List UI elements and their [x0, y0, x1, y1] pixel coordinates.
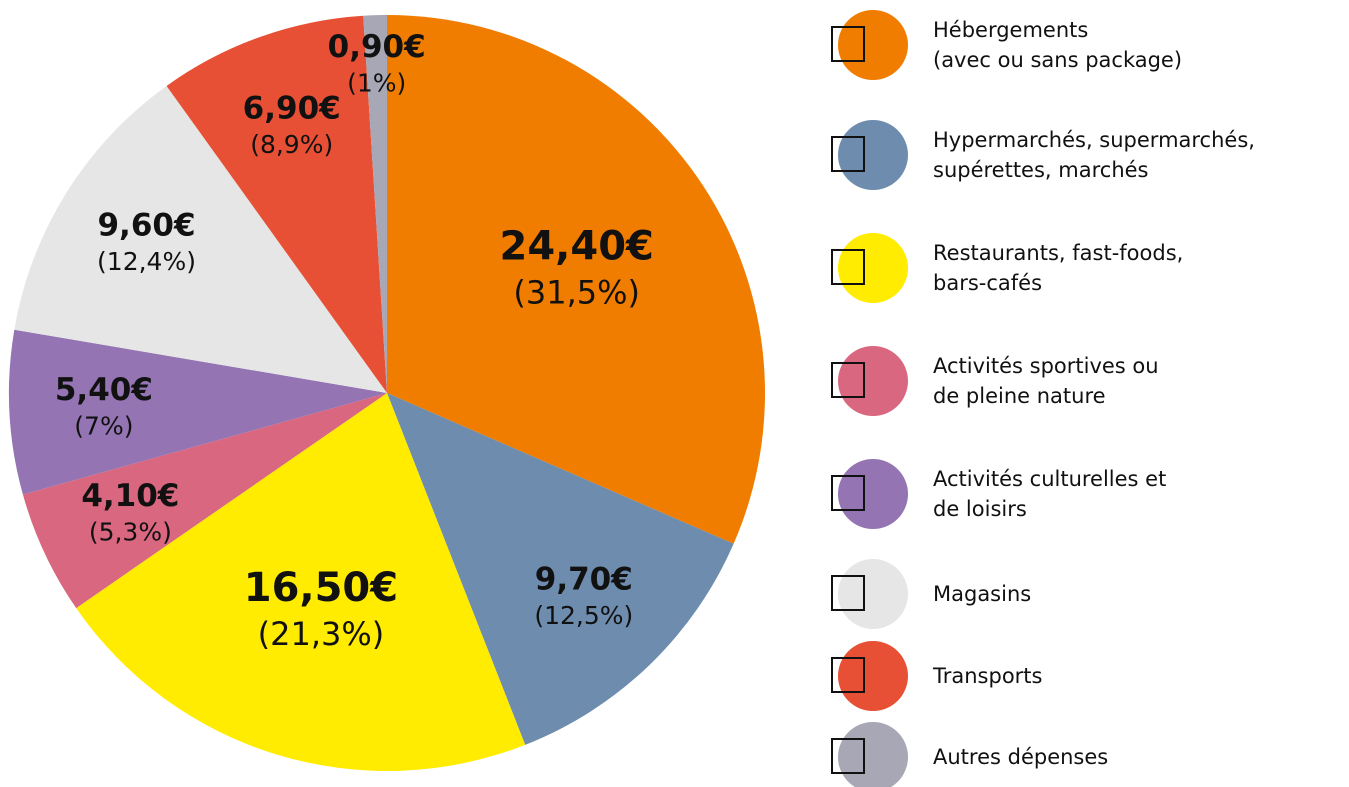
value-label: (12,4%) — [97, 247, 196, 276]
legend-icon — [831, 362, 865, 398]
legend-icon — [831, 136, 865, 172]
pie-slice — [387, 15, 765, 544]
amount-label: 4,10€ — [81, 478, 179, 514]
value-label: (21,3%) — [258, 615, 385, 653]
legend-swatch — [838, 559, 908, 629]
amount-label: 24,40€ — [500, 224, 654, 270]
legend-label: Autres dépenses — [933, 745, 1109, 769]
value-label: (31,5%) — [513, 274, 640, 312]
legend-label: Hypermarchés, supermarchés, supérettes, … — [933, 128, 1255, 182]
legend-label: Restaurants, fast-foods, bars-cafés — [933, 241, 1184, 295]
legend-icon — [831, 475, 865, 511]
value-label: (5,3%) — [89, 517, 172, 546]
value-label: (1%) — [347, 68, 406, 97]
legend-swatch — [838, 346, 908, 416]
legend-swatch — [838, 459, 908, 529]
pie-slice — [166, 15, 387, 394]
legend-icon — [831, 26, 865, 62]
amount-label: 0,90€ — [328, 29, 426, 65]
legend-label: Magasins — [933, 582, 1032, 606]
amount-label: 16,50€ — [244, 565, 398, 611]
legend-icon — [831, 249, 865, 285]
pie-slice — [363, 15, 387, 393]
legend-swatch — [838, 120, 908, 190]
legend-label: Activités sportives ou de pleine nature — [933, 354, 1159, 408]
amount-label: 9,60€ — [97, 207, 195, 243]
value-label: (7%) — [74, 412, 133, 441]
amount-label: 5,40€ — [55, 372, 153, 408]
legend-swatch — [838, 233, 908, 303]
legend-label: Activités culturelles et de loisirs — [933, 467, 1167, 521]
amount-label: 6,90€ — [243, 90, 341, 126]
pie-slice — [387, 393, 734, 745]
legend-swatch — [838, 641, 908, 711]
pie-slice — [14, 85, 388, 393]
legend-swatch — [838, 10, 908, 80]
legend-swatch — [838, 722, 908, 787]
legend-icon — [831, 657, 865, 693]
legend-label: Transports — [933, 664, 1043, 688]
amount-label: 9,70€ — [535, 562, 633, 598]
pie-slice — [9, 329, 388, 495]
legend-icon — [831, 738, 865, 774]
legend-icon — [831, 575, 865, 611]
pie-slice — [22, 393, 387, 609]
legend-label: Hébergements (avec ou sans package) — [933, 18, 1183, 72]
pie-slice — [76, 393, 526, 771]
value-label: (8,9%) — [250, 130, 333, 159]
value-label: (12,5%) — [534, 601, 633, 630]
